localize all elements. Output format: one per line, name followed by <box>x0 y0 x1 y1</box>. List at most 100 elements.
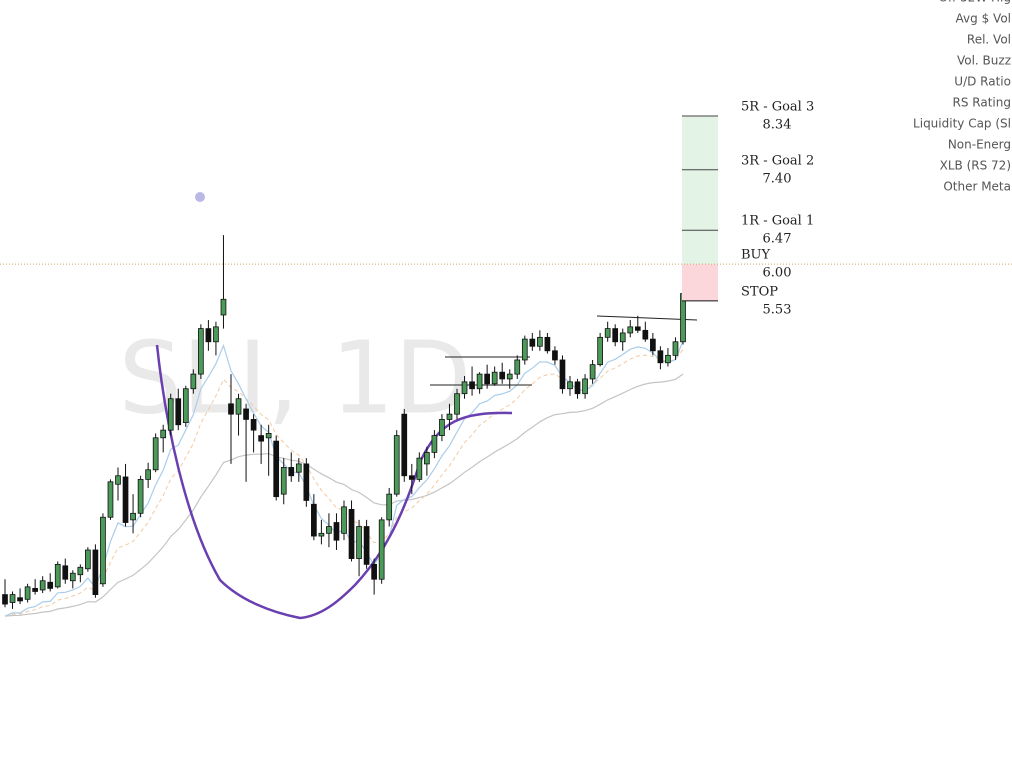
level-name: 1R - Goal 1 <box>741 214 814 229</box>
candle-body <box>2 594 8 605</box>
candle-body <box>363 526 370 565</box>
candle-body <box>604 328 611 338</box>
candle-body <box>454 393 460 415</box>
candle-body <box>160 429 167 439</box>
candle-body <box>665 354 671 364</box>
level-name: STOP <box>741 284 778 299</box>
candle-body <box>213 326 219 343</box>
level-name: 3R - Goal 2 <box>741 153 814 168</box>
candle-body <box>9 594 16 603</box>
candle-body <box>62 565 69 580</box>
level-value: 7.40 <box>763 171 792 186</box>
candle-body <box>416 457 423 480</box>
candle-body <box>333 522 340 541</box>
candle-body <box>54 563 61 588</box>
candle-body <box>612 328 619 343</box>
level-name: BUY <box>741 248 771 263</box>
level-name: 5R - Goal 3 <box>741 99 814 114</box>
candle-body <box>220 298 227 316</box>
candle-body <box>529 338 536 347</box>
candle-body <box>92 549 99 595</box>
candle-body <box>311 503 317 537</box>
candle-body <box>265 433 272 439</box>
candle-body <box>167 398 174 431</box>
candle-body <box>386 493 393 521</box>
candle-body <box>258 435 264 442</box>
candle-body <box>537 336 543 347</box>
candle-body <box>115 475 121 485</box>
candle-body <box>341 506 347 534</box>
candle-body <box>47 581 54 589</box>
candle-body <box>378 519 385 580</box>
moving-average <box>4 373 684 617</box>
indicator-label: U/D Ratio <box>954 75 1011 89</box>
indicator-label: Off 52W Hig <box>939 0 1011 5</box>
level-value: 8.34 <box>763 117 792 132</box>
indicator-label: Other Meta <box>943 180 1011 194</box>
candle-body <box>152 437 159 471</box>
candle-body <box>559 359 566 390</box>
candle-body <box>514 359 521 375</box>
level-value: 5.53 <box>763 302 792 317</box>
candle-body <box>469 381 475 390</box>
candle-body <box>122 476 129 523</box>
indicator-label: RS Rating <box>953 96 1011 110</box>
candle-body <box>650 338 656 352</box>
candle-body <box>627 326 634 334</box>
candle-body <box>280 467 287 495</box>
candle-body <box>198 328 204 375</box>
reward-zone <box>682 115 718 265</box>
candle-body <box>107 481 114 518</box>
candle-body <box>356 526 362 559</box>
cup-curve <box>155 344 513 620</box>
candle-body <box>348 509 355 559</box>
candle-body <box>642 329 649 340</box>
candle-body <box>318 532 325 537</box>
candle-body <box>39 580 46 591</box>
indicator-label: Avg $ Vol <box>956 12 1011 26</box>
candle-body <box>589 364 596 380</box>
candle-body <box>235 398 242 415</box>
candle-body <box>100 516 106 585</box>
candle-body <box>439 419 445 436</box>
marker-dot <box>195 192 205 202</box>
candle-body <box>85 549 91 570</box>
candle-body <box>672 341 679 356</box>
candle-body <box>303 463 310 501</box>
candle-body <box>182 388 189 424</box>
candle-body <box>288 467 295 477</box>
candle-body <box>401 413 408 477</box>
candle-body <box>424 451 430 465</box>
candle-body <box>619 332 626 343</box>
candle-body <box>326 526 332 534</box>
candle-body <box>657 350 664 364</box>
candle-body <box>145 469 151 480</box>
candle-body <box>32 587 38 592</box>
candle-body <box>461 381 468 395</box>
candle-body <box>69 572 76 582</box>
candle-body <box>190 373 197 390</box>
candle-body <box>175 398 182 426</box>
candle-body <box>295 463 302 473</box>
candle-body <box>521 338 528 361</box>
candle-body <box>597 336 603 366</box>
candle-body <box>582 378 588 395</box>
candle-body <box>491 371 498 385</box>
candle-body <box>446 413 453 420</box>
candle-body <box>574 381 581 395</box>
candle-body <box>273 440 280 498</box>
indicator-label: Rel. Vol <box>967 33 1011 47</box>
candle-body <box>371 563 377 580</box>
candle-body <box>17 597 23 602</box>
candle-body <box>228 403 234 415</box>
candle-body <box>393 435 400 495</box>
candle-body <box>250 419 257 431</box>
candle-body <box>552 350 558 361</box>
candle-body <box>506 373 513 380</box>
candle-body <box>499 371 506 380</box>
candle-body <box>205 328 212 343</box>
candle-body <box>567 381 573 390</box>
candle-body <box>476 373 483 390</box>
risk-zone <box>682 264 718 301</box>
